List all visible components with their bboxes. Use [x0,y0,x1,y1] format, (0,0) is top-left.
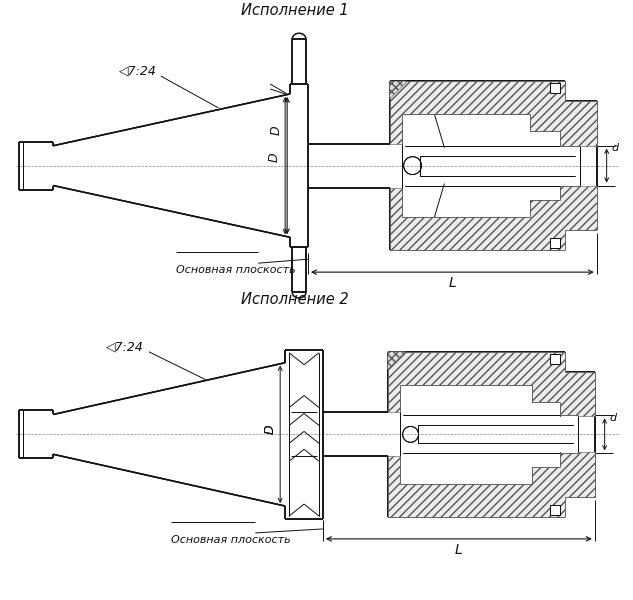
Polygon shape [390,81,597,146]
Bar [550,505,560,515]
Bar [550,505,560,515]
Text: D: D [263,425,276,434]
Polygon shape [387,352,595,416]
Bar [550,354,560,364]
Text: Исполнение 1: Исполнение 1 [241,4,349,19]
Text: L: L [449,276,456,290]
Text: d: d [610,413,617,423]
Bar [550,83,560,93]
Text: L: L [455,543,463,557]
Text: ◁7:24: ◁7:24 [106,340,144,353]
Bar [550,83,560,93]
Text: Основная плоскость: Основная плоскость [175,265,295,275]
Text: d: d [611,143,618,152]
Text: Исполнение 2: Исполнение 2 [241,292,349,307]
Polygon shape [390,185,597,250]
Text: Основная плоскость: Основная плоскость [171,535,291,545]
Bar [550,238,560,248]
Bar [550,238,560,248]
Text: D: D [269,125,282,134]
Text: D: D [263,425,276,434]
Polygon shape [390,81,408,99]
Text: ◁7:24: ◁7:24 [119,65,157,77]
Bar [550,354,560,364]
Text: D: D [267,153,280,163]
Polygon shape [387,452,595,517]
Polygon shape [387,352,406,370]
